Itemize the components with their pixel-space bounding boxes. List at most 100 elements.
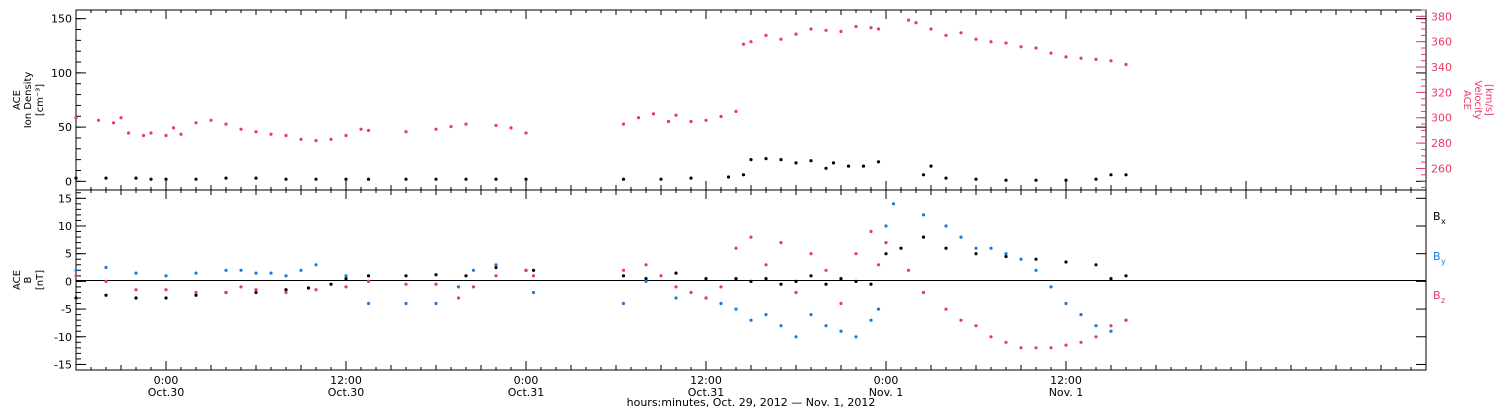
bz-point (1034, 346, 1038, 350)
density-point (1109, 173, 1113, 177)
density-point (809, 159, 813, 163)
bx-point (899, 246, 903, 250)
bz-point (749, 235, 753, 239)
bz-point (944, 307, 948, 311)
x-tick-label-time: 0:00 (154, 374, 179, 387)
bx-point (734, 277, 738, 281)
velocity-point (974, 37, 978, 41)
bz-point (524, 268, 528, 272)
by-point (869, 318, 873, 322)
density-point (366, 177, 371, 181)
velocity-point (209, 118, 213, 122)
by-point (104, 265, 108, 270)
velocity-point (651, 112, 656, 116)
density-point (944, 176, 948, 180)
bx-point (1124, 274, 1128, 278)
velocity-point (74, 116, 78, 120)
by-point (1019, 257, 1023, 261)
density-point (344, 177, 348, 181)
bx-point (194, 293, 198, 297)
velocity-point (494, 123, 498, 127)
bx-point (884, 252, 888, 256)
velocity-point (794, 32, 798, 36)
by-point (74, 268, 78, 272)
velocity-point (366, 128, 371, 132)
y-tick-label: 50 (58, 121, 72, 134)
by-point (809, 313, 813, 317)
bz-point (779, 241, 783, 245)
density-point (764, 157, 768, 161)
velocity-point (434, 127, 438, 131)
density-point (1034, 178, 1038, 182)
bx-point (344, 277, 348, 281)
by-point (1004, 252, 1008, 256)
bz-point (344, 285, 348, 289)
bx-point (284, 288, 288, 292)
velocity-point (179, 132, 183, 136)
bx-point (1034, 257, 1038, 261)
y-right-tick-label: 300 (1431, 112, 1452, 125)
bz-point (1004, 340, 1008, 344)
legend-bx: B (1433, 210, 1441, 223)
by-point (366, 301, 371, 306)
density-point (224, 176, 228, 180)
panel1-right-label-line3: [km/s] (1483, 84, 1494, 116)
panel1-left-label-line3: [cm⁻³] (35, 84, 46, 116)
y-tick-label: 0 (65, 175, 72, 188)
density-point (621, 177, 626, 181)
bz-point (531, 274, 536, 278)
by-point (1034, 268, 1038, 272)
density-point (524, 177, 528, 181)
velocity-point (959, 31, 963, 35)
bx-point (404, 274, 408, 278)
y-tick-label: -15 (54, 358, 72, 371)
y-right-tick-label: 320 (1431, 86, 1452, 99)
by-point (824, 324, 828, 328)
density-point (254, 176, 258, 180)
bz-point (959, 318, 963, 322)
bz-point (794, 290, 798, 295)
density-point (284, 177, 288, 181)
y-tick-label: -10 (54, 331, 72, 344)
density-point (1094, 177, 1098, 181)
by-point (299, 268, 303, 272)
by-point (974, 246, 978, 250)
bz-point (1094, 335, 1098, 339)
density-point (831, 161, 836, 165)
by-point (164, 274, 168, 278)
bx-point (644, 277, 648, 281)
bz-point (404, 282, 408, 286)
velocity-point (449, 125, 453, 129)
bx-point (134, 296, 138, 300)
by-point (674, 296, 678, 300)
y-right-tick-label: 340 (1431, 61, 1452, 74)
density-point (314, 177, 318, 181)
velocity-point (1019, 45, 1023, 49)
y-right-tick-label: 360 (1431, 36, 1452, 49)
velocity-point (944, 33, 948, 38)
density-point (659, 177, 663, 181)
y-right-tick-label: 280 (1431, 137, 1452, 150)
y-tick-label: 0 (65, 275, 72, 288)
y-tick-label: 100 (51, 67, 72, 80)
bx-point (704, 277, 708, 281)
x-tick-label-date: Nov. 1 (1049, 386, 1084, 399)
by-point (921, 213, 926, 217)
velocity-point (621, 122, 626, 126)
panel2-left-label-line1: ACE (12, 270, 23, 290)
density-point (494, 177, 498, 181)
bx-point (944, 246, 948, 250)
bx-point (329, 282, 333, 286)
bz-point (164, 288, 168, 292)
bz-point (1064, 343, 1068, 347)
bx-point (809, 274, 813, 278)
velocity-point (749, 40, 753, 44)
bz-point (704, 296, 708, 300)
panel2-left-label-line3: [nT] (35, 270, 46, 290)
velocity-point (1049, 51, 1053, 55)
bz-point (1124, 318, 1128, 322)
panel1-right-label-line1: ACE (1461, 90, 1472, 110)
by-point (494, 263, 498, 267)
velocity-point (141, 133, 146, 138)
bx-point (1109, 277, 1113, 281)
